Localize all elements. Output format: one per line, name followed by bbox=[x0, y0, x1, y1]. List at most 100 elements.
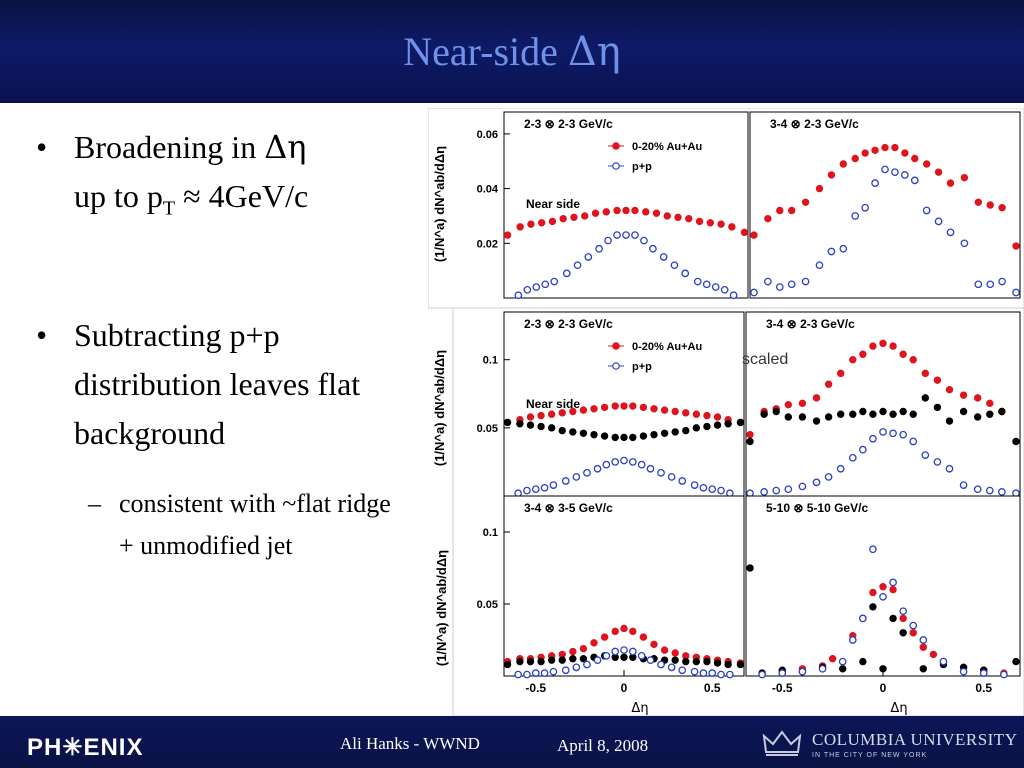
data-point bbox=[798, 413, 807, 421]
data-point bbox=[547, 424, 556, 432]
data-point bbox=[579, 644, 588, 653]
data-point bbox=[548, 217, 557, 226]
bullet-dot: • bbox=[36, 317, 48, 353]
data-point bbox=[602, 460, 611, 469]
data-point bbox=[611, 433, 619, 442]
data-point bbox=[998, 204, 1006, 212]
chart-panel-4: 3-4 ⊗ 2-3 GeV/c scaled bbox=[742, 311, 1021, 498]
data-point bbox=[604, 236, 612, 245]
data-point bbox=[946, 228, 955, 237]
bullet-2-text: Subtracting p+p distribution leaves flat… bbox=[74, 317, 361, 451]
data-point bbox=[629, 627, 637, 636]
data-point bbox=[787, 206, 796, 215]
panel-frame bbox=[503, 495, 745, 677]
data-point bbox=[798, 667, 807, 676]
data-point bbox=[583, 660, 591, 669]
chart-panel-2: 3-4 ⊗ 2-3 GeV/c bbox=[749, 111, 1021, 299]
panel-title: 3-4 ⊗ 3-5 GeV/c bbox=[524, 501, 613, 515]
data-point bbox=[973, 485, 982, 494]
data-point bbox=[695, 217, 704, 226]
data-point bbox=[613, 231, 621, 239]
x-axis-label: Δη bbox=[631, 701, 648, 716]
data-point bbox=[836, 464, 845, 473]
data-point bbox=[642, 208, 650, 216]
data-point bbox=[674, 213, 682, 222]
x-tick-label: 0.5 bbox=[704, 681, 721, 695]
data-point bbox=[613, 206, 621, 215]
data-point bbox=[849, 410, 857, 418]
data-point bbox=[959, 391, 968, 399]
legend-marker bbox=[612, 362, 620, 370]
data-point bbox=[778, 669, 787, 677]
data-point bbox=[910, 176, 919, 185]
data-point bbox=[960, 173, 969, 182]
data-point bbox=[640, 236, 648, 245]
data-point bbox=[678, 666, 687, 675]
chart-panel-1: 0.02 0.04 0.06 2-3 ⊗ 2-3 GeV/c Near side 0-20… bbox=[477, 111, 749, 300]
data-point bbox=[775, 283, 784, 291]
data-point bbox=[815, 261, 824, 270]
data-point bbox=[891, 143, 899, 152]
data-point bbox=[572, 663, 581, 672]
data-point bbox=[891, 168, 899, 177]
data-point bbox=[827, 247, 836, 256]
footer-date: April 8, 2008 bbox=[557, 736, 649, 755]
data-point bbox=[998, 407, 1006, 416]
data-point bbox=[657, 660, 665, 669]
panel-annotation: scaled bbox=[742, 351, 788, 368]
data-point bbox=[879, 428, 887, 436]
data-point bbox=[861, 149, 869, 157]
data-point bbox=[901, 171, 909, 179]
data-point bbox=[945, 385, 954, 394]
data-point bbox=[859, 445, 867, 454]
data-point bbox=[541, 280, 550, 289]
data-point bbox=[839, 665, 847, 673]
y-axis-label: (1/N^a) dN^ab/dΔη bbox=[432, 350, 447, 466]
data-point bbox=[629, 433, 637, 442]
data-point bbox=[828, 655, 837, 663]
data-point bbox=[516, 223, 524, 231]
data-point bbox=[682, 426, 690, 435]
data-point bbox=[869, 342, 877, 350]
data-point bbox=[859, 657, 867, 666]
data-point bbox=[570, 213, 578, 222]
bullet-1-symbol: Δη bbox=[264, 128, 307, 166]
data-point bbox=[569, 647, 577, 656]
data-point bbox=[558, 426, 566, 435]
data-point bbox=[986, 280, 995, 289]
data-point bbox=[959, 407, 968, 416]
data-point bbox=[859, 614, 867, 623]
data-point bbox=[772, 486, 781, 495]
data-point bbox=[922, 206, 931, 215]
data-point bbox=[909, 410, 917, 418]
data-point bbox=[584, 253, 593, 261]
data-point bbox=[579, 655, 588, 663]
data-point bbox=[959, 667, 968, 676]
data-point bbox=[717, 220, 725, 228]
data-point bbox=[540, 483, 549, 492]
panel-frame bbox=[749, 111, 1021, 299]
data-point bbox=[639, 633, 648, 641]
data-point bbox=[631, 206, 639, 215]
data-point bbox=[600, 633, 609, 641]
data-point bbox=[724, 660, 732, 669]
data-point bbox=[881, 143, 889, 152]
data-point bbox=[628, 647, 637, 656]
panel-annotation: Near side bbox=[526, 397, 580, 411]
data-point bbox=[660, 429, 669, 438]
data-point bbox=[713, 659, 722, 667]
data-point bbox=[879, 339, 887, 348]
title-bar: Near-side Δη bbox=[0, 0, 1024, 103]
data-point bbox=[631, 231, 639, 239]
data-point bbox=[824, 473, 833, 481]
x-tick-label: 0.5 bbox=[975, 681, 992, 695]
data-point bbox=[736, 660, 745, 669]
data-point bbox=[681, 269, 690, 278]
data-point bbox=[671, 428, 679, 436]
x-tick-label: 0 bbox=[880, 681, 887, 695]
x-tick-label: 0 bbox=[621, 681, 628, 695]
footer-bar: PH✳ENIX Ali Hanks - WWND April 8, 2008 C… bbox=[0, 716, 1024, 768]
bullet-list: • Broadening in Δη up to pT ≈ 4GeV/c • S… bbox=[0, 103, 430, 715]
data-point bbox=[919, 636, 928, 644]
data-point bbox=[569, 407, 577, 416]
